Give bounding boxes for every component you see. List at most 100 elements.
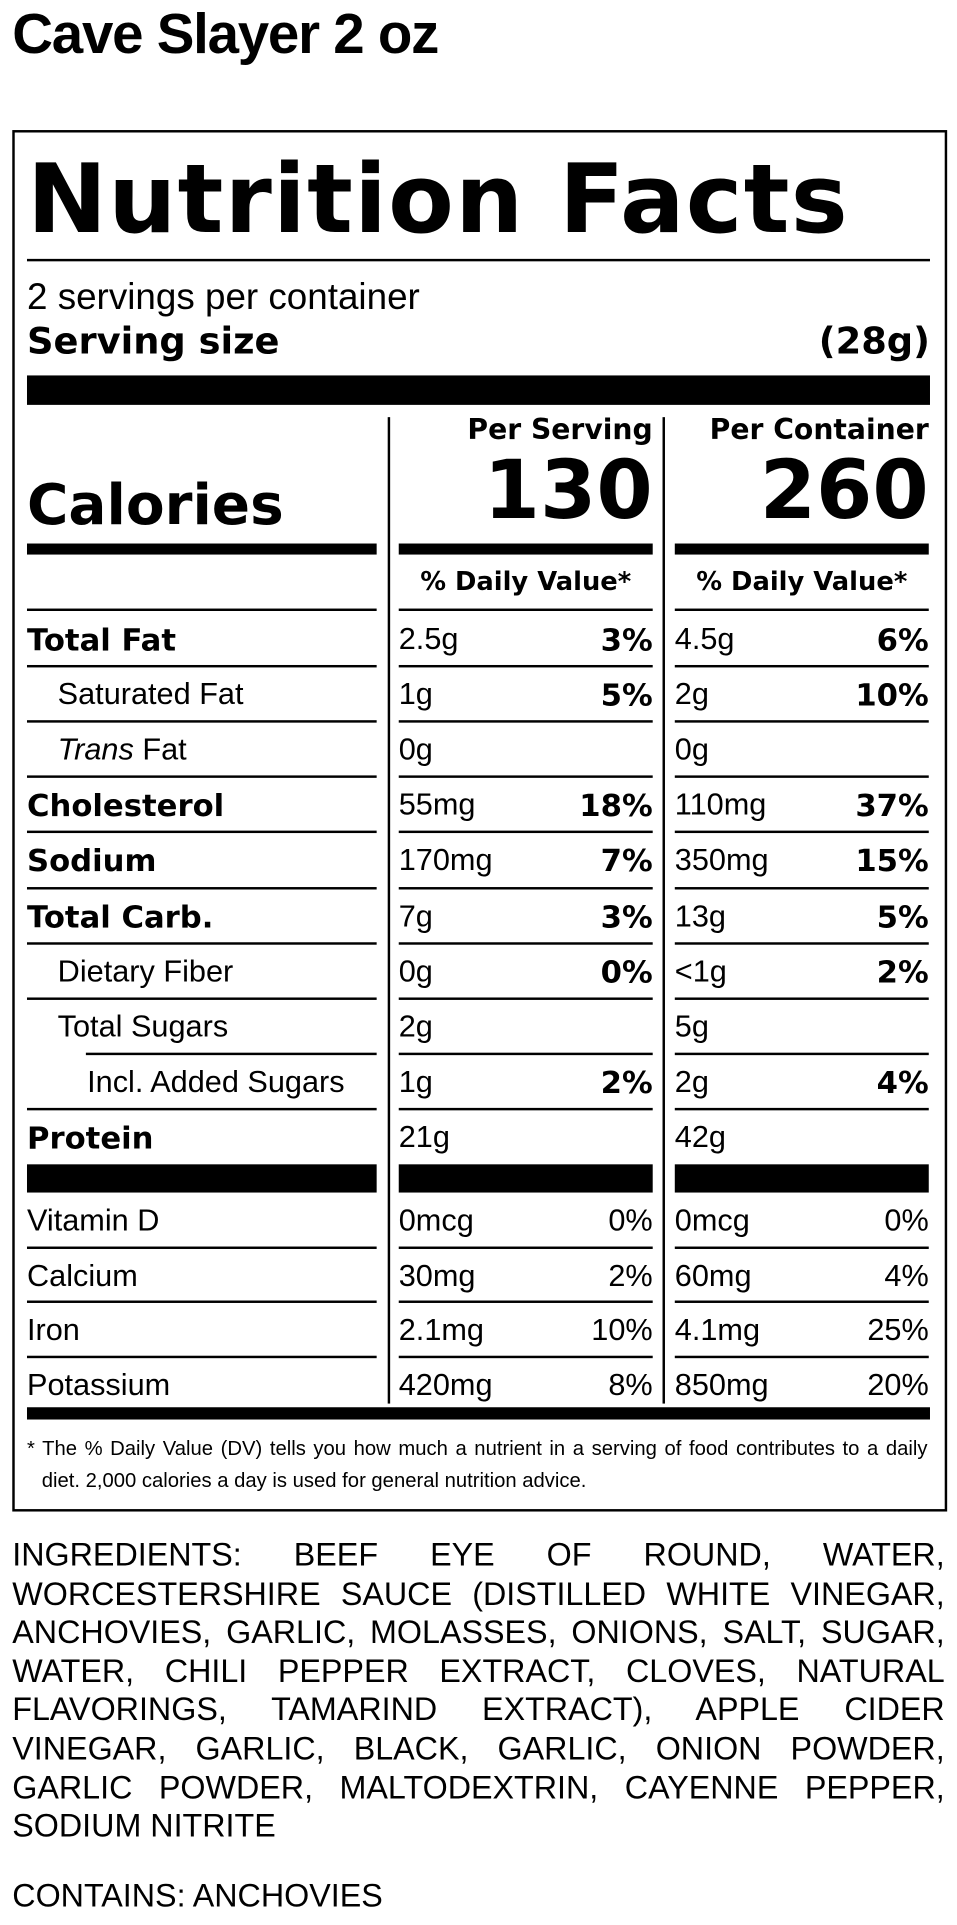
amount: 5g <box>674 1009 709 1044</box>
amount: 60mg <box>674 1258 752 1293</box>
amount: 2g <box>398 1009 433 1044</box>
rule <box>26 1355 377 1358</box>
daily-value: 4% <box>876 1064 929 1101</box>
amount: 55mg <box>398 788 476 823</box>
rule <box>398 941 653 945</box>
calories-label: Calories <box>26 471 284 538</box>
rule <box>398 831 653 834</box>
daily-value: 2% <box>608 1258 653 1293</box>
daily-value: 5% <box>600 677 653 713</box>
rule <box>387 417 391 1404</box>
amount: 2g <box>674 677 709 712</box>
amount: 1g <box>398 1064 433 1100</box>
daily-value: 5% <box>876 898 929 935</box>
nutrient-name: Cholesterol <box>26 788 225 824</box>
nutrient-name: Calcium <box>26 1258 138 1293</box>
rule <box>674 941 929 945</box>
amount: 420mg <box>398 1367 493 1402</box>
amount: 350mg <box>674 843 769 878</box>
serving-size: (28g) <box>818 320 930 364</box>
daily-value: 0% <box>884 1203 929 1238</box>
rule <box>26 608 377 611</box>
amount: 850mg <box>674 1367 769 1402</box>
daily-value: 2% <box>876 954 929 990</box>
servings: 2 servings per container <box>26 277 420 318</box>
product-title: Cave Slayer 2 oz <box>12 1 439 66</box>
amount: 0g <box>398 732 433 768</box>
rule <box>674 665 929 668</box>
nutrient-name: Protein <box>26 1120 154 1156</box>
daily-value: 10% <box>855 677 929 713</box>
rule <box>26 1407 930 1420</box>
rule <box>662 417 665 1404</box>
amount: 2.1mg <box>398 1312 484 1348</box>
rule <box>26 775 377 779</box>
column-header: Per Container <box>709 414 929 447</box>
nutrient-name: Sodium <box>26 843 157 879</box>
calories-value: 260 <box>759 442 929 538</box>
rule <box>26 941 377 945</box>
amount: 30mg <box>398 1258 476 1293</box>
amount: 21g <box>398 1120 450 1155</box>
rule <box>26 1164 377 1193</box>
amount: 170mg <box>398 843 493 878</box>
amount: 0g <box>398 954 433 989</box>
dv-header: % Daily Value* <box>696 566 908 597</box>
nutrient-name: Potassium <box>26 1367 171 1402</box>
rule <box>26 1245 377 1249</box>
nutrient-name-italic: Trans <box>57 732 134 768</box>
nutrient-name: Trans Fat <box>58 733 187 769</box>
rule <box>26 258 930 262</box>
nutrient-name: Total Sugars <box>57 1009 229 1044</box>
rule <box>85 1052 377 1055</box>
amount: <1g <box>674 954 727 989</box>
amount: 1g <box>398 677 433 712</box>
amount: 0mcg <box>674 1203 750 1238</box>
amount: 42g <box>674 1120 726 1155</box>
amount: 4.1mg <box>674 1312 761 1348</box>
rule <box>398 997 653 1000</box>
daily-value: 0% <box>608 1203 653 1238</box>
daily-value: 2% <box>600 1064 653 1101</box>
rule <box>398 886 653 889</box>
rule <box>674 997 929 1000</box>
amount: 2g <box>674 1064 709 1100</box>
nutrient-name: Total Carb. <box>26 898 214 935</box>
rule <box>398 608 653 611</box>
amount: 4.5g <box>674 622 735 657</box>
calories-value: 130 <box>483 442 653 538</box>
rule <box>26 831 377 834</box>
rule <box>674 1245 929 1249</box>
ingredients: INGREDIENTS: BEEF EYE OF ROUND, WATER, W… <box>12 1536 945 1845</box>
daily-value: 18% <box>579 788 653 824</box>
serving-size-label: Serving size <box>26 320 280 364</box>
rule <box>674 886 929 889</box>
rule <box>674 1052 929 1055</box>
nutrition-label <box>12 130 948 1512</box>
nutrient-name: Iron <box>26 1312 80 1348</box>
nutrient-name: Vitamin D <box>26 1203 160 1238</box>
rule <box>674 1355 929 1358</box>
daily-value: 7% <box>600 843 653 879</box>
amount: 13g <box>674 898 726 934</box>
rule <box>26 720 377 723</box>
daily-value: 37% <box>855 788 929 824</box>
dv-header: % Daily Value* <box>420 566 632 597</box>
rule <box>674 720 929 723</box>
rule <box>26 1107 377 1111</box>
daily-value: 3% <box>600 898 653 935</box>
rule <box>26 543 377 555</box>
rule <box>674 543 929 555</box>
footnote: * The % Daily Value (DV) tells you how m… <box>26 1437 928 1492</box>
rule <box>398 1164 653 1193</box>
nutrient-name: Saturated Fat <box>57 677 244 712</box>
daily-value: 4% <box>884 1258 929 1293</box>
nutrient-name: Dietary Fiber <box>57 954 234 989</box>
nutrient-name: Total Fat <box>26 622 176 658</box>
daily-value: 25% <box>867 1312 929 1348</box>
daily-value: 8% <box>608 1367 653 1402</box>
amount: 7g <box>398 898 433 934</box>
rule <box>398 1355 653 1358</box>
